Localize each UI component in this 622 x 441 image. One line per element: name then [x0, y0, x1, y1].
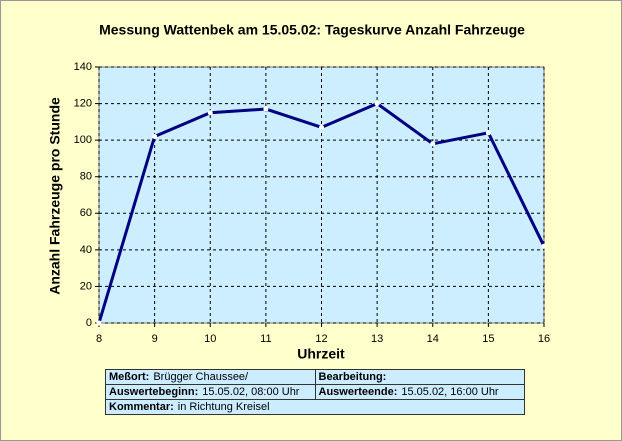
cell-label: Meßort:: [109, 371, 150, 383]
cell-label: Auswerteende:: [318, 386, 398, 398]
y-tick-label: 60: [80, 207, 92, 219]
y-tick-label: 80: [80, 171, 92, 183]
data-point: [319, 124, 324, 130]
x-tick-label: 10: [204, 333, 216, 345]
table-cell: Bearbeitung:: [314, 369, 525, 385]
cell-value: Brügger Chaussee/: [153, 371, 249, 383]
data-point: [374, 101, 380, 107]
info-table: Meßort: Brügger Chaussee/Bearbeitung: Ausw…: [105, 369, 525, 415]
y-tick-label: 20: [80, 280, 92, 292]
y-axis-label: Anzahl Fahrzeuge pro Stunde: [47, 97, 63, 295]
x-tick-label: 11: [260, 333, 271, 345]
x-tick-label: 15: [482, 333, 494, 345]
cell-label: Kommentar:: [109, 401, 174, 413]
table-cell: Meßort: Brügger Chaussee/: [105, 369, 316, 385]
x-axis-label: Uhrzeit: [297, 346, 345, 362]
y-tick-label: 40: [80, 244, 92, 256]
x-tick-label: 8: [96, 333, 102, 345]
table-row: Kommentar: in Richtung Kreisel: [105, 399, 525, 415]
table-row: Meßort: Brügger Chaussee/Bearbeitung:: [105, 369, 525, 385]
table-row: Auswertebeginn: 15.05.02, 08:00 Uhr Auswer…: [105, 384, 525, 400]
cell-value: 15.05.02, 16:00 Uhr: [401, 386, 499, 398]
y-tick-label: 0: [86, 317, 92, 329]
data-point: [152, 133, 158, 139]
y-tick-label: 140: [74, 61, 92, 73]
cell-label: Auswertebeginn:: [109, 386, 199, 398]
data-point: [430, 141, 436, 147]
data-point: [485, 130, 491, 136]
cell-value: 15.05.02, 08:00 Uhr: [202, 386, 300, 398]
table-cell: Kommentar: in Richtung Kreisel: [105, 399, 525, 415]
x-tick-label: 14: [427, 333, 439, 345]
data-point: [207, 110, 213, 116]
y-tick-label: 120: [74, 97, 92, 109]
x-tick-label: 9: [152, 333, 158, 345]
data-point: [263, 106, 269, 112]
cell-label: Bearbeitung:: [318, 371, 387, 383]
cell-value: in Richtung Kreisel: [177, 401, 270, 413]
x-tick-label: 16: [538, 333, 550, 345]
x-tick-label: 12: [315, 333, 327, 345]
table-cell: Auswertebeginn: 15.05.02, 08:00 Uhr: [105, 384, 316, 400]
data-point: [541, 243, 547, 249]
data-point: [96, 320, 102, 326]
table-cell: Auswerteende: 15.05.02, 16:00 Uhr: [314, 384, 525, 400]
y-tick-label: 100: [74, 134, 92, 146]
chart-title: Messung Wattenbek am 15.05.02: Tageskurv…: [99, 22, 525, 38]
x-tick-label: 13: [371, 333, 383, 345]
